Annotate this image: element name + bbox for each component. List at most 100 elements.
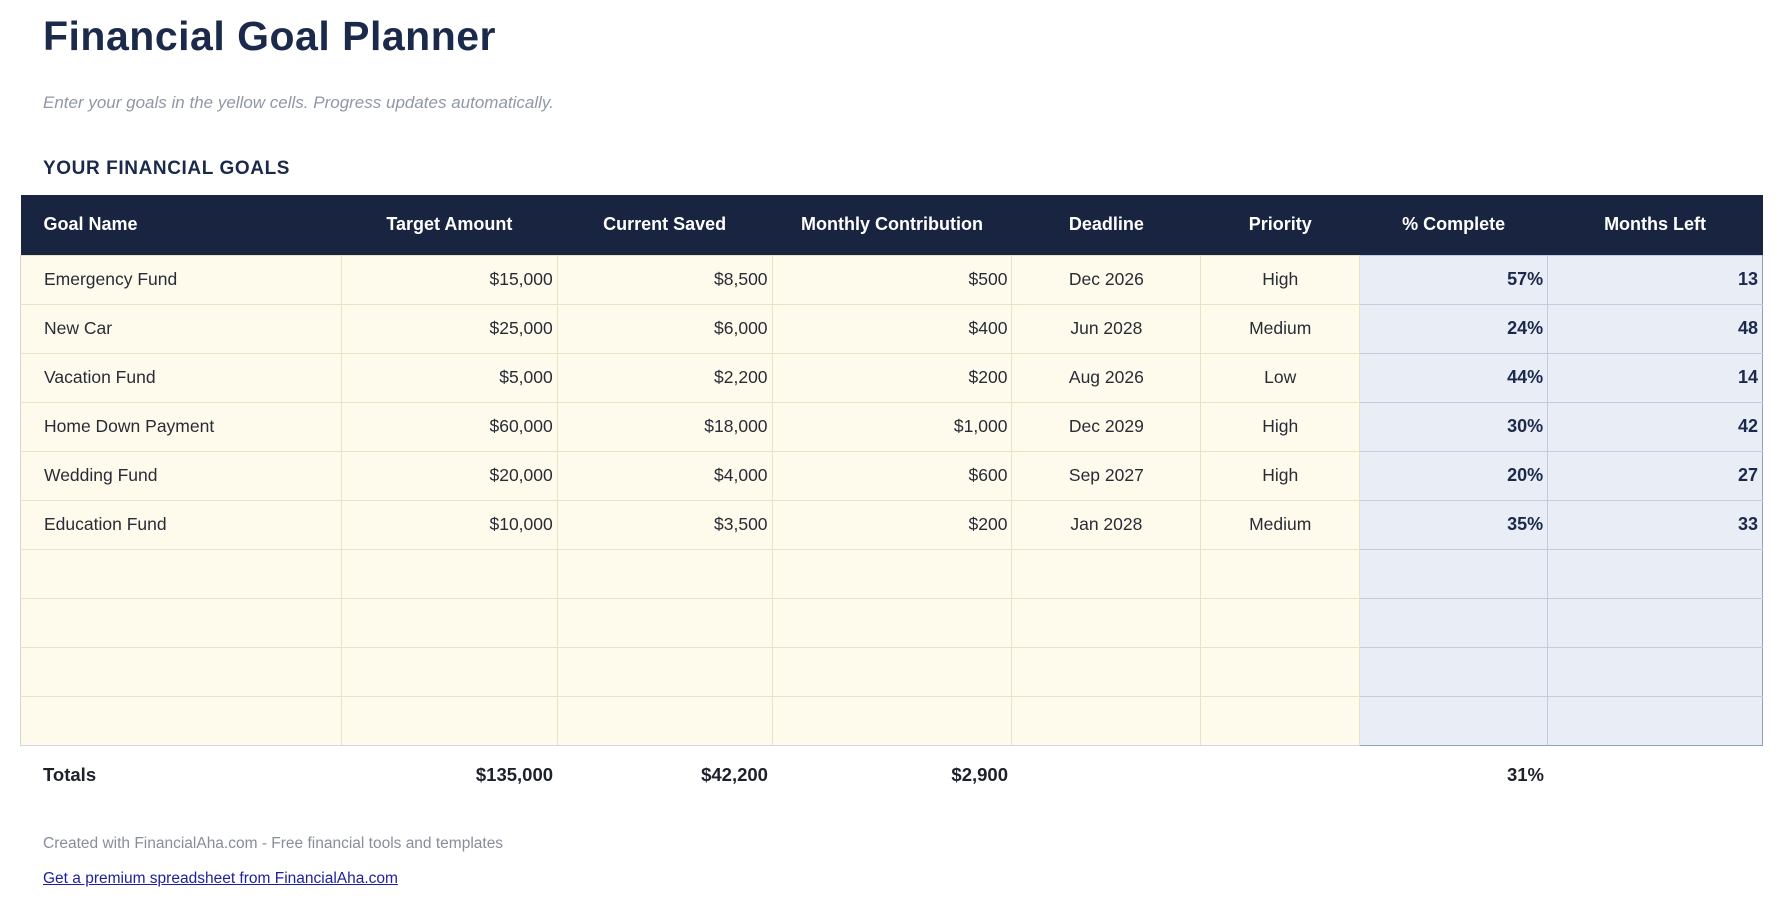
cell-monthly-contribution[interactable]	[771, 548, 1013, 599]
cell-deadline[interactable]: Dec 2029	[1011, 401, 1202, 452]
cell-target-amount[interactable]	[340, 597, 558, 648]
cell-target-amount[interactable]	[340, 646, 558, 697]
cell-goal-name[interactable]: New Car	[20, 303, 342, 354]
cell-priority[interactable]	[1200, 597, 1361, 648]
cell-goal-name[interactable]: Home Down Payment	[20, 401, 342, 452]
cell-months-left: 27	[1547, 450, 1763, 501]
financial-goal-planner-page: Financial Goal Planner Enter your goals …	[20, 13, 1785, 888]
cell-current-saved[interactable]: $2,200	[556, 352, 773, 403]
cell-deadline[interactable]	[1011, 597, 1202, 648]
cell-current-saved[interactable]	[556, 646, 773, 697]
cell-months-left	[1547, 695, 1763, 746]
cell-deadline[interactable]: Sep 2027	[1011, 450, 1202, 501]
column-header-goal-name: Goal Name	[20, 195, 342, 255]
cell-percent-complete	[1359, 597, 1549, 648]
cell-target-amount[interactable]	[340, 548, 558, 599]
cell-priority[interactable]	[1200, 695, 1361, 746]
financial-goals-table: Goal Name Target Amount Current Saved Mo…	[20, 195, 1763, 746]
cell-priority[interactable]	[1200, 548, 1361, 599]
cell-goal-name[interactable]	[20, 695, 342, 746]
totals-target-amount: $135,000	[475, 763, 554, 785]
table-row: Home Down Payment $60,000 $18,000 $1,000…	[20, 401, 1763, 452]
cell-deadline[interactable]: Jun 2028	[1011, 303, 1202, 354]
cell-current-saved[interactable]	[556, 597, 773, 648]
cell-months-left: 33	[1547, 499, 1763, 550]
cell-current-saved[interactable]: $3,500	[556, 499, 773, 550]
cell-monthly-contribution[interactable]	[771, 695, 1013, 746]
section-title-your-financial-goals: YOUR FINANCIAL GOALS	[43, 158, 291, 179]
table-row	[20, 695, 1763, 746]
cell-months-left	[1547, 646, 1763, 697]
cell-percent-complete: 57%	[1359, 254, 1549, 305]
cell-goal-name[interactable]: Vacation Fund	[20, 352, 342, 403]
cell-priority[interactable]: High	[1200, 401, 1361, 452]
cell-months-left: 48	[1547, 303, 1763, 354]
cell-months-left	[1547, 548, 1763, 599]
cell-monthly-contribution[interactable]: $400	[771, 303, 1013, 354]
footer: Created with FinancialAha.com - Free fin…	[43, 835, 1785, 888]
table-header-row: Goal Name Target Amount Current Saved Mo…	[20, 195, 1763, 255]
cell-priority[interactable]: Low	[1200, 352, 1361, 403]
cell-deadline[interactable]: Dec 2026	[1011, 254, 1202, 305]
cell-current-saved[interactable]: $18,000	[556, 401, 773, 452]
cell-deadline[interactable]: Jan 2028	[1011, 499, 1202, 550]
cell-current-saved[interactable]: $8,500	[556, 254, 773, 305]
cell-target-amount[interactable]: $15,000	[340, 254, 558, 305]
cell-percent-complete: 35%	[1359, 499, 1549, 550]
cell-target-amount[interactable]: $5,000	[340, 352, 558, 403]
cell-goal-name[interactable]: Emergency Fund	[20, 254, 342, 305]
totals-percent-complete: 31%	[1506, 763, 1544, 785]
cell-target-amount[interactable]: $10,000	[340, 499, 558, 550]
totals-deadline	[1012, 749, 1201, 801]
cell-goal-name[interactable]	[20, 597, 342, 648]
cell-goal-name[interactable]	[20, 646, 342, 697]
table-row: New Car $25,000 $6,000 $400 Jun 2028 Med…	[20, 303, 1763, 354]
cell-current-saved[interactable]: $4,000	[556, 450, 773, 501]
page-title: Financial Goal Planner	[43, 13, 497, 59]
totals-months-left	[1548, 749, 1763, 801]
cell-percent-complete: 30%	[1359, 401, 1549, 452]
cell-deadline[interactable]	[1011, 646, 1202, 697]
column-header-priority: Priority	[1200, 195, 1360, 255]
cell-deadline[interactable]: Aug 2026	[1011, 352, 1202, 403]
cell-priority[interactable]: High	[1200, 450, 1361, 501]
cell-priority[interactable]: High	[1200, 254, 1361, 305]
cell-priority[interactable]: Medium	[1200, 499, 1361, 550]
table-row	[20, 646, 1763, 697]
table-row: Wedding Fund $20,000 $4,000 $600 Sep 202…	[20, 450, 1763, 501]
premium-spreadsheet-link[interactable]: Get a premium spreadsheet from Financial…	[43, 869, 398, 887]
totals-monthly-contribution: $2,900	[951, 763, 1008, 785]
cell-priority[interactable]	[1200, 646, 1361, 697]
cell-target-amount[interactable]: $20,000	[340, 450, 558, 501]
instructions-text: Enter your goals in the yellow cells. Pr…	[43, 93, 554, 112]
table-row	[20, 597, 1763, 648]
column-header-current-saved: Current Saved	[557, 195, 773, 255]
cell-goal-name[interactable]: Wedding Fund	[20, 450, 342, 501]
cell-months-left: 14	[1547, 352, 1763, 403]
cell-monthly-contribution[interactable]: $1,000	[771, 401, 1013, 452]
column-header-percent-complete: % Complete	[1359, 195, 1548, 255]
column-header-months-left: Months Left	[1547, 195, 1763, 255]
cell-monthly-contribution[interactable]: $200	[771, 352, 1013, 403]
cell-deadline[interactable]	[1011, 695, 1202, 746]
cell-current-saved[interactable]	[556, 548, 773, 599]
cell-target-amount[interactable]: $60,000	[340, 401, 558, 452]
table-row: Education Fund $10,000 $3,500 $200 Jan 2…	[20, 499, 1763, 550]
cell-target-amount[interactable]	[340, 695, 558, 746]
table-row: Vacation Fund $5,000 $2,200 $200 Aug 202…	[20, 352, 1763, 403]
column-header-monthly-contribution: Monthly Contribution	[772, 195, 1012, 255]
cell-goal-name[interactable]: Education Fund	[20, 499, 342, 550]
cell-priority[interactable]: Medium	[1200, 303, 1361, 354]
cell-monthly-contribution[interactable]	[771, 597, 1013, 648]
cell-monthly-contribution[interactable]: $600	[771, 450, 1013, 501]
cell-target-amount[interactable]: $25,000	[340, 303, 558, 354]
cell-monthly-contribution[interactable]: $200	[771, 499, 1013, 550]
cell-monthly-contribution[interactable]: $500	[771, 254, 1013, 305]
table-row: Emergency Fund $15,000 $8,500 $500 Dec 2…	[20, 254, 1763, 305]
cell-percent-complete: 20%	[1359, 450, 1549, 501]
cell-current-saved[interactable]	[556, 695, 773, 746]
cell-deadline[interactable]	[1011, 548, 1202, 599]
cell-monthly-contribution[interactable]	[771, 646, 1013, 697]
cell-current-saved[interactable]: $6,000	[556, 303, 773, 354]
cell-goal-name[interactable]	[20, 548, 342, 599]
